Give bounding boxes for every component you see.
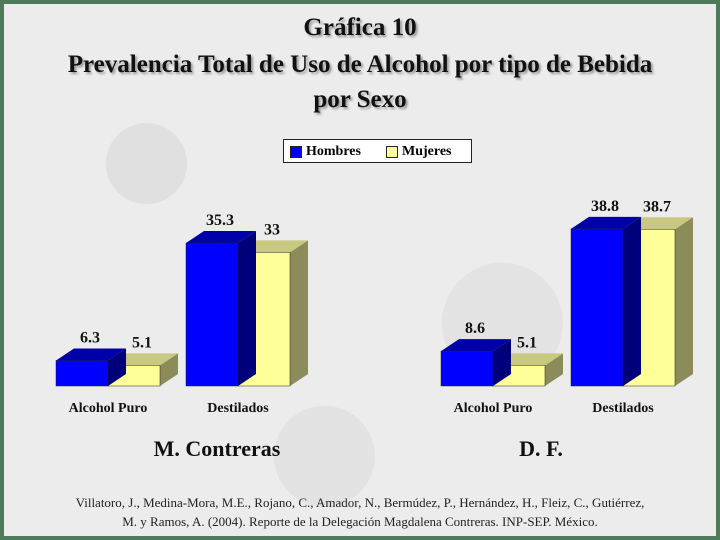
bar-df-hombres-1 (570, 228, 624, 387)
x-tick-label-df-0: Alcohol Puro (454, 401, 533, 416)
x-tick-label-contreras-1: Destilados (207, 401, 269, 416)
chart-subtitle-contreras: M. Contreras (154, 436, 281, 461)
bar-side-df-hombres-1 (623, 216, 641, 386)
legend-swatch-hombres (290, 145, 302, 158)
bar-side-contreras-mujeres-0 (160, 353, 178, 386)
bar-contreras-hombres-0 (55, 360, 109, 387)
footnote-line-1: Villatoro, J., Medina-Mora, M.E., Rojano… (75, 495, 645, 510)
legend-item-mujeres: Mujeres (386, 143, 452, 161)
bar-side-df-mujeres-1 (675, 217, 693, 386)
bar-df-hombres-0 (440, 350, 494, 387)
legend-swatch-mujeres (386, 145, 398, 158)
chart-title-line-1: Gráfica 10 (303, 14, 417, 41)
bar-top-contreras-hombres-0 (56, 348, 126, 361)
bar-side-df-mujeres-0 (545, 353, 563, 386)
bar-side-contreras-hombres-0 (108, 348, 126, 386)
x-tick-label-contreras-0: Alcohol Puro (69, 401, 148, 416)
data-label-contreras-mujeres-0: 5.1 (132, 334, 152, 351)
legend-label-mujeres: Mujeres (402, 144, 452, 159)
data-label-df-hombres-0: 8.6 (465, 320, 485, 337)
data-label-df-hombres-1: 38.8 (591, 198, 619, 215)
bar-side-contreras-mujeres-1 (290, 240, 308, 386)
chart-title-line-2: Prevalencia Total de Uso de Alcohol por … (67, 51, 653, 78)
data-label-contreras-hombres-1: 35.3 (206, 212, 234, 229)
bar-contreras-hombres-1 (185, 242, 239, 387)
data-label-df-mujeres-1: 38.7 (643, 198, 671, 215)
data-label-contreras-hombres-0: 6.3 (80, 329, 100, 346)
chart-subtitle-df: D. F. (519, 436, 563, 461)
legend-item-hombres: Hombres (290, 143, 361, 161)
bar-side-df-hombres-0 (493, 339, 511, 386)
bar-top-df-hombres-1 (571, 216, 641, 229)
x-tick-label-df-1: Destilados (592, 401, 654, 416)
bar-top-contreras-hombres-1 (186, 231, 256, 244)
chart-legend: Hombres Mujeres (283, 139, 472, 163)
data-label-contreras-mujeres-1: 33 (264, 221, 280, 238)
footnote-line-2: M. y Ramos, A. (2004). Reporte de la Del… (122, 514, 598, 529)
legend-label-hombres: Hombres (306, 144, 361, 159)
chart-title-line-3: por Sexo (313, 86, 407, 113)
bar-side-contreras-hombres-1 (238, 231, 256, 386)
bar-top-df-hombres-0 (441, 339, 511, 352)
data-label-df-mujeres-0: 5.1 (517, 334, 537, 351)
